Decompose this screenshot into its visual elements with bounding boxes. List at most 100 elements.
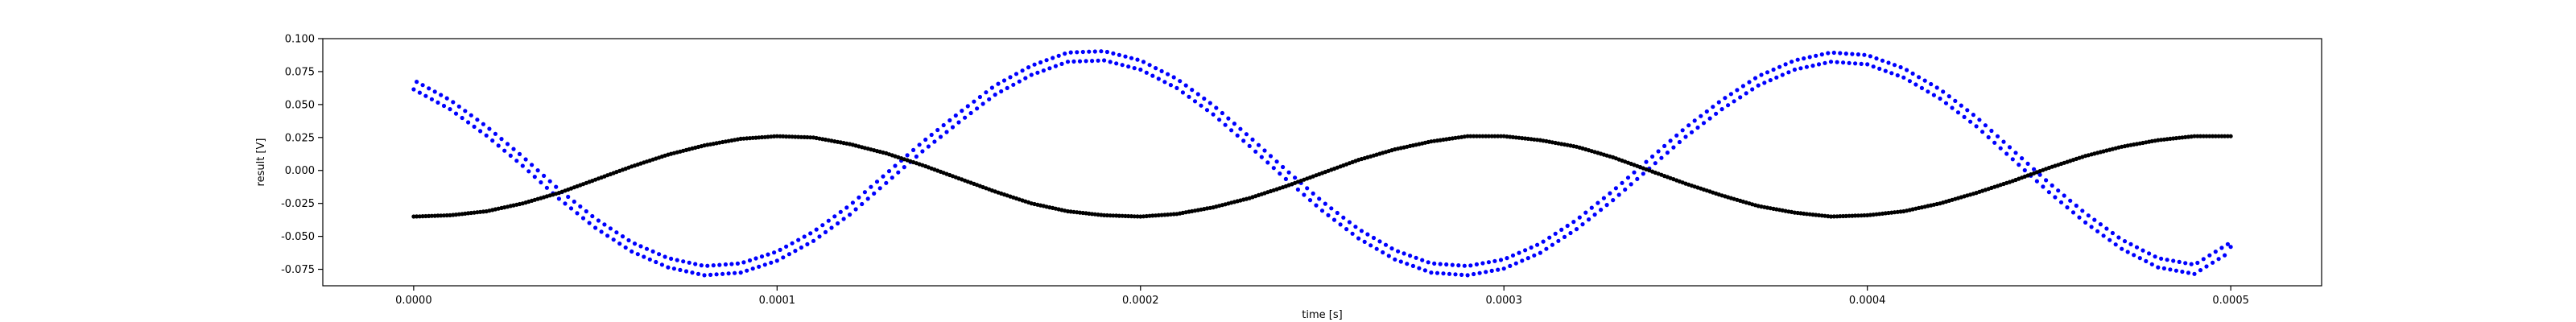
data-point <box>1047 66 1052 71</box>
data-point <box>1278 171 1282 176</box>
data-point <box>1323 201 1327 206</box>
data-point <box>1919 85 1924 90</box>
data-point <box>1520 136 1525 141</box>
data-point <box>1468 134 1473 138</box>
data-point <box>2149 262 2154 266</box>
data-point <box>451 100 456 105</box>
data-point <box>836 221 840 226</box>
data-point <box>1668 138 1673 143</box>
data-point <box>1029 72 1034 77</box>
data-point <box>2204 134 2209 138</box>
data-point <box>1728 92 1733 97</box>
data-point <box>1838 51 1843 56</box>
data-point <box>1726 103 1731 108</box>
data-point <box>1538 250 1542 255</box>
data-point <box>1492 134 1497 138</box>
data-point <box>666 265 671 270</box>
data-point <box>714 272 719 277</box>
data-point <box>1104 213 1109 218</box>
data-point <box>1535 138 1540 142</box>
data-point <box>1359 229 1364 233</box>
data-point <box>2168 267 2173 272</box>
data-point <box>796 237 801 242</box>
data-point <box>877 186 882 191</box>
data-point <box>2171 258 2176 263</box>
data-point <box>2219 246 2224 250</box>
data-point <box>865 196 870 201</box>
data-point <box>1804 212 1809 217</box>
data-point <box>1823 213 1827 218</box>
data-point <box>1096 58 1100 63</box>
data-point <box>1477 270 1482 275</box>
data-point <box>481 122 486 126</box>
data-point <box>453 213 459 217</box>
data-point <box>1092 212 1097 217</box>
data-point <box>2180 135 2185 140</box>
data-point <box>1374 246 1379 251</box>
data-point <box>490 138 495 143</box>
data-point <box>1120 213 1125 218</box>
data-point <box>2183 134 2188 139</box>
data-point <box>1192 99 1198 104</box>
data-point <box>857 195 861 200</box>
data-point <box>1774 75 1779 80</box>
data-point <box>826 218 831 223</box>
data-point <box>584 208 588 214</box>
data-point <box>1692 118 1697 123</box>
data-point <box>1435 270 1440 275</box>
data-point <box>1732 99 1736 104</box>
data-point <box>1901 75 1906 80</box>
data-point <box>427 213 431 218</box>
data-point <box>1162 213 1167 217</box>
data-point <box>608 226 613 231</box>
data-point <box>832 214 837 219</box>
data-point <box>1853 61 1858 66</box>
data-point <box>1044 58 1049 63</box>
data-point <box>411 87 416 92</box>
data-point <box>2089 225 2094 229</box>
data-point <box>2086 213 2091 218</box>
data-point <box>1577 215 1582 220</box>
data-point <box>2156 138 2161 142</box>
data-point <box>1408 254 1413 258</box>
data-point <box>720 271 725 276</box>
data-point <box>1838 214 1843 219</box>
data-point <box>439 93 444 97</box>
data-point <box>1283 176 1288 181</box>
data-point <box>786 134 792 139</box>
data-point <box>1765 70 1770 75</box>
data-point <box>2065 205 2070 210</box>
data-point <box>1525 136 1530 141</box>
data-point <box>750 266 755 271</box>
data-point <box>1195 92 1200 97</box>
data-point <box>432 89 437 94</box>
data-point <box>2180 269 2185 275</box>
data-point <box>1828 214 1834 219</box>
data-point <box>811 238 816 243</box>
data-point <box>1102 58 1107 63</box>
data-point <box>1922 78 1927 83</box>
data-point <box>2022 167 2027 173</box>
data-point <box>2207 253 2212 258</box>
data-point <box>1090 59 1095 64</box>
data-point <box>632 242 638 246</box>
data-point <box>1517 135 1521 140</box>
data-point <box>1102 213 1107 217</box>
data-point <box>1608 191 1612 196</box>
data-point <box>2001 139 2006 144</box>
data-point <box>860 201 865 207</box>
data-point <box>532 175 537 180</box>
data-point <box>1714 111 1719 116</box>
data-point <box>1099 49 1104 54</box>
data-point <box>544 185 550 190</box>
data-point <box>1795 57 1800 62</box>
data-point <box>2017 163 2021 167</box>
data-point <box>1810 64 1815 68</box>
data-point <box>429 97 435 101</box>
data-point <box>1051 56 1055 60</box>
data-point <box>726 271 731 276</box>
data-point <box>1484 270 1488 275</box>
data-point <box>1071 59 1076 64</box>
data-point <box>1405 262 1410 266</box>
data-point <box>1523 248 1528 253</box>
